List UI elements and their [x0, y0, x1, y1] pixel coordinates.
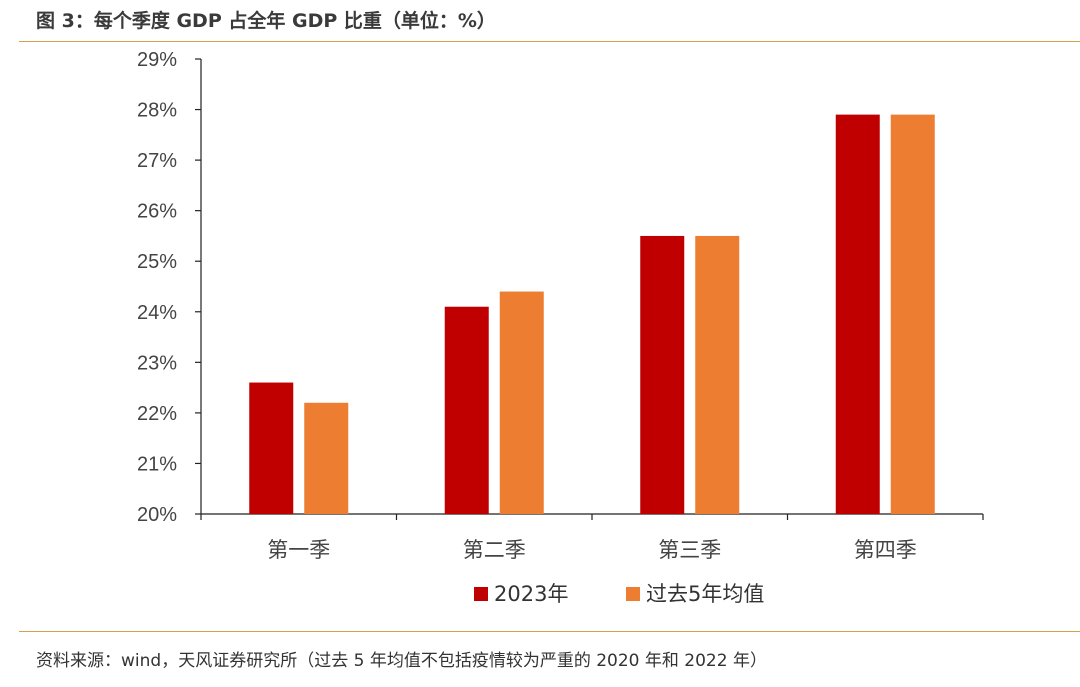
y-axis: 20% 21% 22% 23% 24% 25% 26% 27% 28% 29% [137, 49, 202, 526]
legend-swatch [474, 587, 488, 601]
bar-series-2023 [640, 235, 685, 514]
y-tick-label: 27% [137, 150, 177, 172]
y-tick-label: 21% [137, 453, 177, 475]
y-tick-label: 24% [137, 302, 177, 324]
x-category-label: 第四季 [854, 538, 917, 562]
y-tick-label: 26% [137, 201, 177, 223]
x-category-label: 第一季 [267, 538, 330, 562]
y-tick-label: 20% [137, 504, 177, 526]
y-tick-label: 22% [137, 403, 177, 425]
top-divider [19, 41, 1080, 42]
bar-series-2023 [249, 382, 294, 514]
x-category-label: 第三季 [658, 538, 721, 562]
bar-series-2023 [444, 306, 489, 514]
bottom-divider [19, 631, 1080, 632]
legend-label: 过去5年均值 [646, 582, 764, 606]
y-tick-label: 28% [137, 100, 177, 122]
y-tick-label: 29% [137, 49, 177, 71]
bar-series-2023 [835, 114, 880, 514]
figure-title: 图 3：每个季度 GDP 占全年 GDP 比重（单位：%） [36, 10, 496, 32]
x-category-label: 第二季 [463, 538, 526, 562]
bars [249, 114, 935, 514]
legend-swatch [626, 587, 640, 601]
x-axis: 第一季 第二季 第三季 第四季 [200, 513, 984, 562]
y-tick-label: 23% [137, 352, 177, 374]
legend-label: 2023年 [494, 582, 568, 606]
y-tick-label: 25% [137, 251, 177, 273]
bar-series-avg [304, 402, 349, 514]
bar-series-avg [499, 291, 544, 514]
source-note: 资料来源：wind，天风证券研究所（过去 5 年均值不包括疫情较为严重的 202… [36, 651, 767, 671]
bar-series-avg [890, 114, 935, 514]
legend: 2023年 过去5年均值 [474, 582, 764, 606]
bar-series-avg [695, 235, 740, 514]
